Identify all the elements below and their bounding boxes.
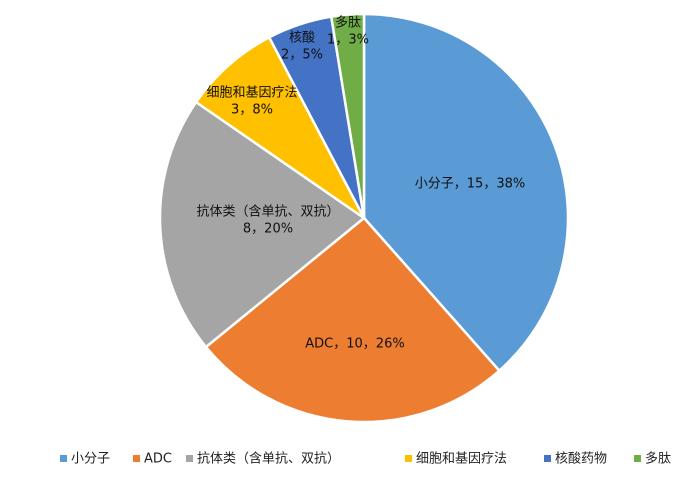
- legend-label-3: 细胞和基因疗法: [416, 452, 507, 467]
- legend-label-0: 小分子: [71, 452, 110, 467]
- slice-label-5-line-2: 1，3%: [327, 33, 369, 48]
- slice-label-3-line-1: 细胞和基因疗法: [206, 86, 297, 101]
- legend-label-1: ADC: [144, 452, 172, 467]
- legend-swatch-5: [634, 455, 641, 462]
- legend-swatch-1: [133, 455, 140, 462]
- slice-label-0-line-1: 小分子，15，38%: [415, 177, 525, 192]
- pie-slices: [158, 12, 570, 424]
- slice-label-2-line-1: 抗体类（含单抗、双抗）: [196, 204, 339, 220]
- legend-swatch-3: [405, 455, 412, 462]
- pie-slice-2: [158, 100, 367, 349]
- pie-slice-3: [194, 35, 366, 220]
- pie-slice-0: [362, 12, 570, 373]
- slice-label-3-line-2: 3，8%: [231, 103, 273, 118]
- legend-swatch-2: [186, 455, 193, 462]
- slice-label-4-line-2: 2，5%: [281, 48, 323, 63]
- legend-swatch-4: [544, 455, 551, 462]
- slice-label-2-line-2: 8，20%: [243, 222, 293, 237]
- legend-swatch-0: [60, 455, 67, 462]
- chart-legend: 小分子 ADC 抗体类（含单抗、双抗） 细胞和基因疗法 核酸药物 多肽: [60, 451, 671, 467]
- slice-label-5-line-1: 多肽: [335, 15, 361, 31]
- slice-labels: 小分子，15，38% ADC，10，26% 抗体类（含单抗、双抗） 8，20% 细胞和基…: [196, 15, 525, 352]
- slice-label-1-line-1: ADC，10，26%: [305, 337, 404, 352]
- legend-label-4: 核酸药物: [555, 452, 607, 467]
- pie-slice-1: [204, 216, 502, 424]
- pie-slice-5: [329, 12, 366, 219]
- legend-label-2: 抗体类（含单抗、双抗）: [197, 451, 340, 467]
- slice-label-4-line-1: 核酸: [289, 31, 315, 46]
- legend-label-5: 多肽: [645, 451, 671, 467]
